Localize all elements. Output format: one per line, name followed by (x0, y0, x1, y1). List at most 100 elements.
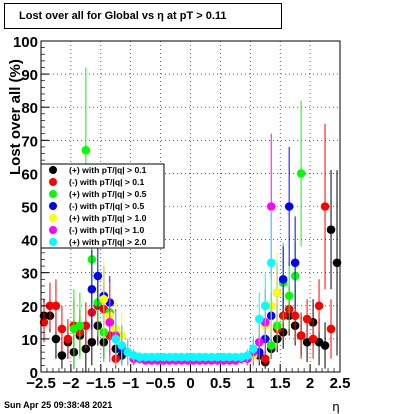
data-point (260, 301, 270, 311)
data-point (266, 258, 276, 268)
data-point (153, 352, 162, 362)
data-point (111, 334, 121, 344)
x-axis-label: η (332, 399, 339, 414)
x-tick-label: −2 (62, 375, 79, 392)
series-layer (39, 67, 342, 372)
data-point (177, 352, 186, 362)
series-7 (111, 209, 276, 366)
y-axis-label: Lost over all (%) (7, 59, 24, 175)
data-point (147, 352, 156, 362)
x-tick-label: −1 (122, 375, 139, 392)
legend-marker (49, 166, 57, 174)
data-point (201, 352, 210, 362)
data-point (320, 202, 330, 211)
y-tick-label: 20 (21, 299, 38, 316)
x-tick-label: −0.5 (146, 375, 176, 392)
y-tick-label: 70 (21, 133, 38, 150)
data-point (45, 301, 55, 311)
data-point (296, 169, 306, 178)
x-tick-label: 1 (246, 375, 254, 392)
data-point (171, 352, 180, 362)
x-tick-label: 0 (186, 375, 194, 392)
data-point (320, 341, 330, 350)
y-tick-label: 40 (21, 233, 38, 250)
data-point (332, 258, 342, 268)
legend-label: (+) with pT/|q| > 1.0 (69, 213, 147, 223)
data-point (219, 352, 228, 362)
data-point (326, 225, 336, 234)
data-point (284, 202, 294, 211)
data-point (105, 318, 115, 327)
legend-marker (49, 214, 57, 222)
x-tick-label: −2.5 (26, 375, 56, 392)
data-point (278, 275, 288, 284)
data-point (63, 334, 73, 344)
axes: −2.5 −2 −1.5 −1 −0.5 0 0.5 1 1.5 2 2.5 0 10 20 30 40 50 6… (13, 34, 350, 392)
data-point (93, 271, 103, 281)
x-tick-label: 2 (306, 375, 314, 392)
x-tick-label: 2.5 (330, 375, 351, 392)
data-point (189, 352, 198, 362)
data-point (81, 321, 91, 330)
data-point (51, 301, 61, 311)
data-point (213, 352, 222, 362)
legend-box (40, 163, 165, 249)
data-point (141, 352, 150, 362)
legend-label: (-) with pT/|q| > 0.5 (69, 201, 144, 211)
y-tick-label: 90 (21, 67, 38, 84)
data-point (302, 314, 312, 324)
legend-label: (+) with pT/|q| > 0.5 (69, 189, 147, 199)
data-point (290, 311, 300, 321)
y-tick-label: 100 (13, 34, 38, 51)
data-point (165, 352, 174, 362)
data-point (225, 352, 234, 362)
y-tick-label: 80 (21, 100, 38, 117)
y-tick-label: 0 (30, 365, 38, 382)
x-tick-label: 1.5 (270, 375, 291, 392)
data-point (272, 288, 282, 297)
legend-marker (49, 202, 57, 210)
data-point (135, 352, 144, 362)
legend: (+) with pT/|q| > 0.1 (-) with pT/|q| > 0… (40, 163, 165, 249)
data-point (314, 301, 324, 311)
data-point (81, 145, 91, 155)
data-point (81, 344, 91, 354)
data-point (243, 351, 252, 360)
x-tick-label: 0.5 (210, 375, 231, 392)
data-point (326, 324, 336, 334)
data-point (296, 331, 306, 340)
chart-title: Lost over all for Global vs η at pT > 0.… (4, 3, 282, 29)
data-point (248, 344, 258, 354)
data-point (117, 341, 127, 350)
data-point (39, 318, 49, 327)
data-point (87, 284, 97, 294)
x-tick-label: −1.5 (86, 375, 116, 392)
data-point (308, 334, 318, 344)
data-point (266, 202, 276, 211)
legend-marker (49, 178, 57, 186)
data-point (57, 351, 67, 360)
y-tick-label: 30 (21, 266, 38, 283)
legend-marker (49, 238, 57, 246)
data-point (51, 334, 61, 344)
y-tick-label: 60 (21, 166, 38, 183)
data-point (284, 291, 294, 301)
timestamp: Sun Apr 25 09:38:48 2021 (4, 400, 113, 410)
data-point (87, 337, 97, 347)
data-point (57, 324, 67, 334)
legend-label: (+) with pT/|q| > 0.1 (69, 165, 147, 175)
data-point (195, 352, 204, 362)
data-point (75, 321, 85, 330)
data-point (266, 341, 276, 350)
legend-marker (49, 226, 57, 234)
data-point (99, 294, 109, 304)
y-tick-label: 10 (21, 332, 38, 349)
data-point (260, 354, 270, 364)
legend-label: (-) with pT/|q| > 1.0 (69, 225, 144, 235)
data-point (159, 352, 168, 362)
data-point (290, 258, 300, 268)
data-point (231, 352, 240, 362)
legend-label: (-) with pT/|q| > 0.1 (69, 177, 144, 187)
legend-label: (+) with pT/|q| > 2.0 (69, 237, 147, 247)
